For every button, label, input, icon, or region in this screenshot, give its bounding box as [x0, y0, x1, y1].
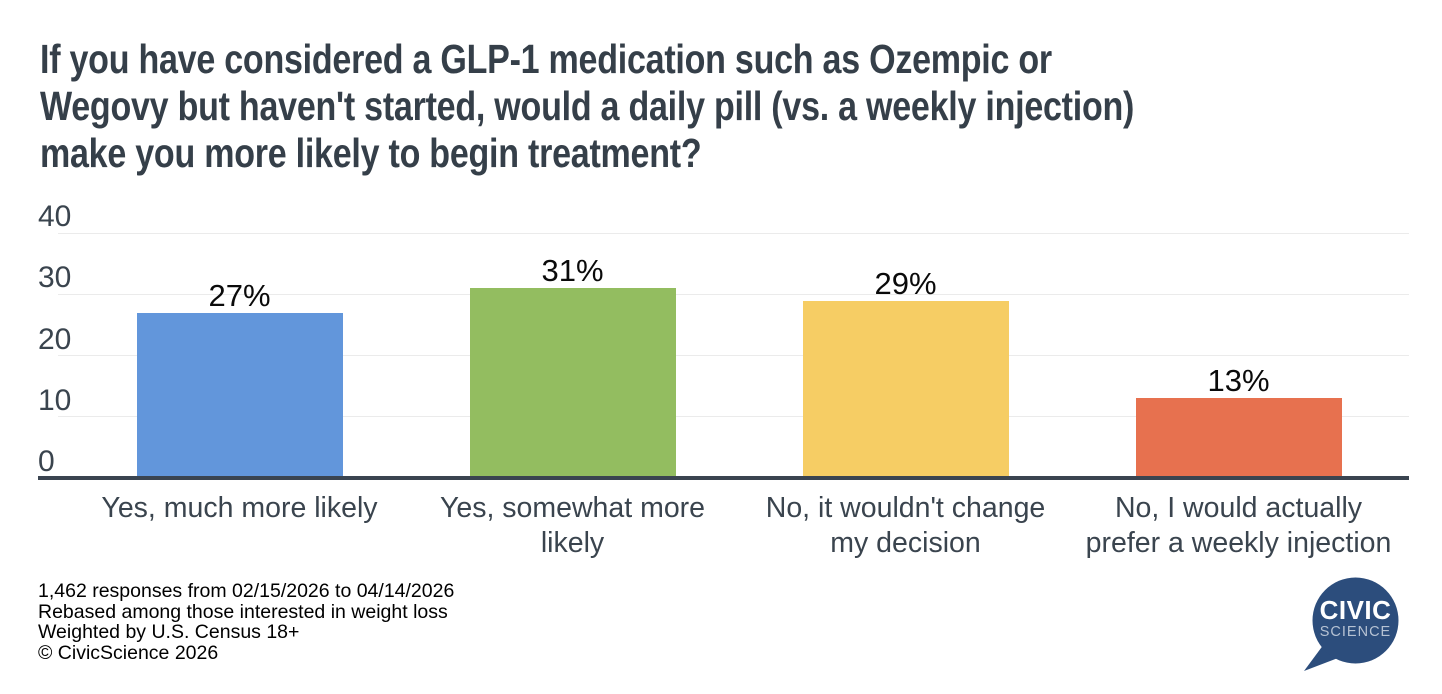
- y-axis-tick-label: 40: [38, 200, 72, 234]
- footnote-copyright: © CivicScience 2026: [38, 642, 219, 665]
- footnote-weighted: Weighted by U.S. Census 18+: [38, 621, 300, 644]
- x-axis-category-label: Yes, somewhat more likely: [439, 492, 706, 559]
- logo-text-civic: CIVIC: [1320, 595, 1392, 625]
- civicscience-logo: CIVIC SCIENCE: [1304, 577, 1399, 671]
- y-axis-tick-label: 20: [38, 322, 72, 356]
- bar: [469, 288, 676, 476]
- x-axis-category-label: Yes, much more likely: [101, 492, 378, 524]
- logo-text-science: SCIENCE: [1320, 624, 1391, 640]
- gridline: [58, 355, 1409, 357]
- chart-title-line: If you have considered a GLP-1 medicatio…: [40, 36, 1052, 82]
- gridline: [58, 416, 1409, 418]
- bar-value-label: 31%: [541, 253, 604, 289]
- chart-title-line: make you more likely to begin treatment?: [40, 130, 702, 176]
- bar-value-label: 29%: [874, 265, 937, 301]
- bar-value-label: 13%: [1207, 363, 1270, 399]
- bar: [802, 300, 1009, 476]
- footnote-rebased: Rebased among those interested in weight…: [38, 600, 448, 623]
- chart-title: If you have considered a GLP-1 medicatio…: [40, 36, 1440, 177]
- y-axis-tick-label: 30: [38, 261, 72, 295]
- bar: [136, 312, 343, 476]
- footnotes: 1,462 responses from 02/15/2026 to 04/14…: [38, 581, 454, 664]
- chart-title-line: Wegovy but haven't started, would a dail…: [40, 83, 1135, 129]
- x-axis-category-label: No, it wouldn't change my decision: [765, 492, 1046, 559]
- x-axis-category-label: No, I would actually prefer a weekly inj…: [1085, 492, 1392, 559]
- y-axis-tick-label: 10: [38, 383, 72, 417]
- bar: [1135, 398, 1342, 476]
- logo-bubble: [1312, 577, 1399, 664]
- y-axis-tick-label: 0: [38, 445, 55, 478]
- gridline: [58, 293, 1409, 295]
- x-axis-line: [38, 476, 1409, 480]
- bar-value-label: 27%: [208, 277, 271, 313]
- footnote-responses: 1,462 responses from 02/15/2026 to 04/14…: [38, 580, 455, 602]
- gridline: [58, 232, 1409, 234]
